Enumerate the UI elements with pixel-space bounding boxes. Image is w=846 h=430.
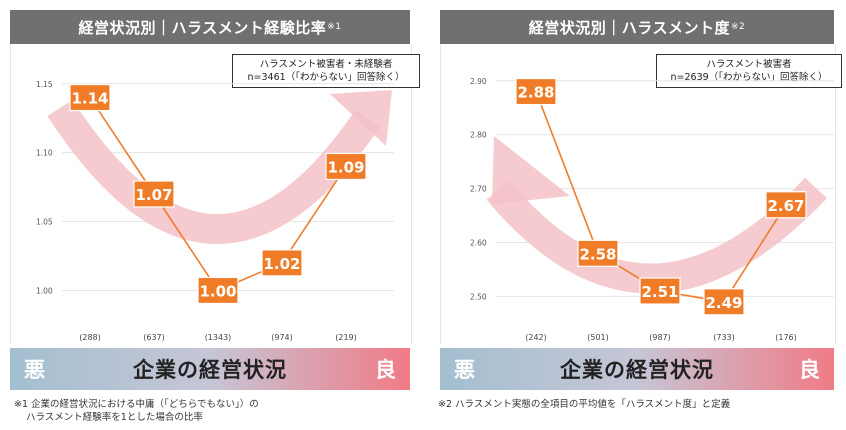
right-y-tick-label: 2.80	[470, 131, 487, 140]
left-category-label-1: (288)	[79, 333, 101, 342]
left-data-label-5: 1.09	[327, 158, 364, 176]
left-data-point-3	[197, 276, 239, 305]
right-chart-title-mark: ※2	[730, 22, 746, 32]
right-category-label-2: (501)	[587, 333, 609, 342]
right-legend-line2: n=2639（「わからない」回答除く）	[670, 72, 828, 83]
left-axis-bar: 悪 企業の経営状況 良	[10, 348, 410, 390]
right-y-tick-label: 2.60	[470, 239, 487, 248]
left-data-label-2: 1.07	[135, 186, 172, 204]
right-footnote-line1: ※2 ハラスメント実態の全項目の平均値を「ハラスメント度」と定義	[438, 399, 731, 410]
left-data-point-5	[325, 152, 367, 181]
right-data-label-1: 2.88	[517, 84, 554, 102]
left-category-label-4: (974)	[271, 333, 293, 342]
left-category-label-5: (219)	[335, 333, 357, 342]
right-data-point-1	[515, 77, 557, 106]
left-good-label: 良	[375, 358, 396, 382]
left-y-tick-label: 1.15	[36, 80, 53, 89]
left-category-label-2: (637)	[143, 333, 165, 342]
left-axis-title: 企業の経営状況	[133, 358, 287, 382]
left-data-label-4: 1.02	[263, 255, 300, 273]
left-y-tick-label: 1.00	[36, 286, 53, 295]
right-plot-area	[440, 44, 836, 344]
left-legend-line1: ハラスメント被害者・未経験者	[259, 59, 393, 70]
right-category-label-3: (987)	[649, 333, 671, 342]
right-category-label-1: (242)	[525, 333, 547, 342]
left-legend-box: ハラスメント被害者・未経験者 n=3461（「わからない」回答除く）	[232, 54, 420, 88]
left-trend-arrowhead-icon	[330, 90, 392, 146]
right-good-label: 良	[799, 358, 820, 382]
right-chart-title-bar: 経営状況別｜ハラスメント度 ※2	[440, 10, 834, 44]
right-bad-label: 悪	[454, 358, 475, 382]
right-legend-line1: ハラスメント被害者	[706, 59, 792, 70]
left-plot-area	[10, 44, 412, 344]
left-y-tick-label: 1.10	[36, 149, 53, 158]
left-legend-line2: n=3461（「わからない」回答除く）	[247, 72, 405, 83]
left-category-label-3: (1343)	[205, 333, 232, 342]
left-y-tick-label: 1.05	[36, 218, 53, 227]
left-bad-label: 悪	[24, 358, 45, 382]
left-data-point-2	[133, 180, 175, 208]
right-category-label-4: (733)	[713, 333, 735, 342]
left-footnote-line2: ハラスメント経験率を1とした場合の比率	[26, 412, 203, 423]
right-data-label-4: 2.49	[705, 294, 742, 312]
right-y-tick-label: 2.50	[470, 292, 487, 301]
left-chart-title: 経営状況別｜ハラスメント経験比率	[78, 18, 327, 37]
right-data-label-2: 2.58	[579, 245, 616, 263]
right-data-point-4	[703, 288, 745, 316]
right-data-label-3: 2.51	[641, 283, 678, 301]
right-line-chart: 2.50 2.60 2.70 2.80 2.90 2.88 (242) 2.58 (501) 2.…	[470, 77, 834, 342]
right-legend-box: ハラスメント被害者 n=2639（「わからない」回答除く）	[656, 54, 842, 88]
left-chart-panel: 経営状況別｜ハラスメント経験比率 ※1 ハラスメント被害者・未経験者 n=3461…	[0, 0, 420, 430]
left-trend-arrow-icon	[47, 99, 381, 244]
right-footnote: ※2 ハラスメント実態の全項目の平均値を「ハラスメント度」と定義	[438, 398, 730, 411]
right-category-label-5: (176)	[775, 333, 797, 342]
left-chart-title-bar: 経営状況別｜ハラスメント経験比率 ※1	[10, 10, 410, 44]
left-footnote-line1: ※1 企業の経営状況における中庸（「どちらでもない」）の	[14, 399, 259, 410]
right-data-point-5	[765, 191, 807, 219]
right-chart-panel: 経営状況別｜ハラスメント度 ※2 ハラスメント被害者 n=2639（「わからない」…	[438, 0, 846, 430]
left-footnote: ※1 企業の経営状況における中庸（「どちらでもない」）の ハラスメント経験率を1…	[14, 398, 259, 424]
right-axis-bar: 悪 企業の経営状況 良	[440, 348, 834, 390]
right-data-label-5: 2.67	[767, 197, 804, 215]
right-data-point-3	[639, 277, 681, 305]
left-chart-title-mark: ※1	[327, 22, 342, 32]
right-chart-title: 経営状況別｜ハラスメント度	[528, 18, 730, 37]
left-line-chart: 1.00 1.05 1.10 1.15 1.14 (288) 1.07 (637) 1.00 (1…	[36, 80, 394, 342]
left-data-point-4	[261, 249, 303, 277]
right-y-tick-label: 2.90	[470, 77, 487, 86]
right-data-point-2	[577, 239, 619, 267]
right-trend-arrowhead-icon	[492, 136, 570, 204]
right-axis-title: 企業の経営状況	[560, 358, 714, 382]
left-data-point-1	[69, 83, 111, 112]
right-y-tick-label: 2.70	[470, 185, 487, 194]
left-data-label-1: 1.14	[71, 90, 108, 108]
left-data-label-3: 1.00	[199, 282, 236, 300]
